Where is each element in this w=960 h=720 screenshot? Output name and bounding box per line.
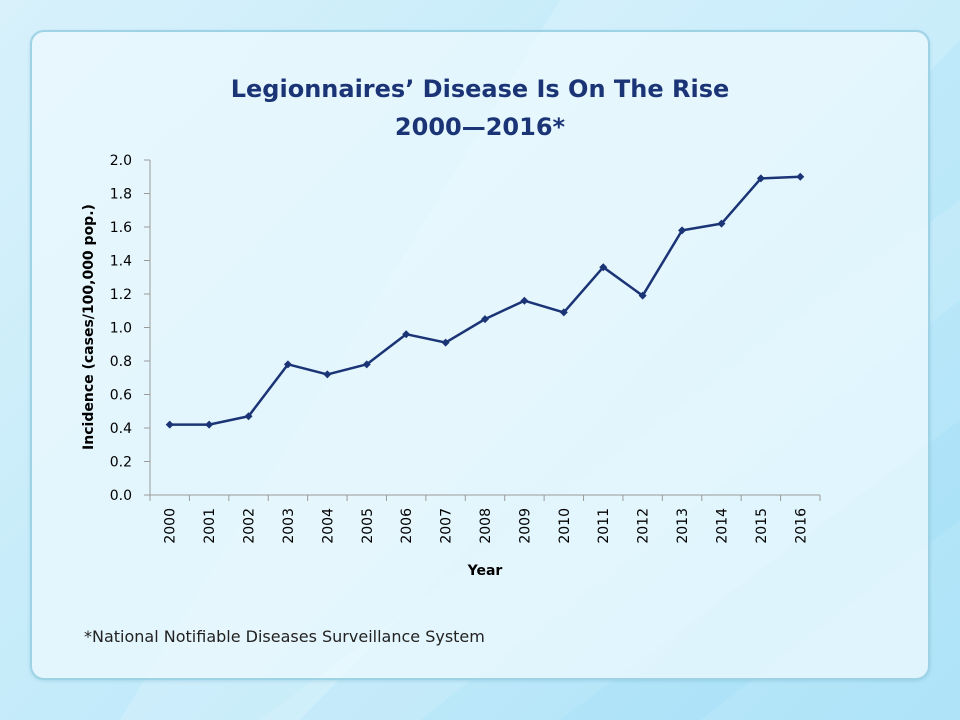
x-axis-label: Year	[467, 563, 503, 579]
data-point	[441, 338, 450, 347]
y-axis-ticks: 0.0 0.2 0.4 0.6 0.8 1.0 1.2 1.4 1.6 1.8 2.0	[110, 153, 150, 504]
data-point	[481, 315, 489, 324]
x-tick-label: 2005	[360, 508, 376, 544]
data-point	[323, 370, 332, 379]
data-point	[638, 291, 647, 300]
y-tick-label: 0.8	[110, 354, 132, 370]
data-point	[599, 263, 608, 272]
x-tick-label: 2013	[675, 508, 691, 544]
x-tick-label: 2004	[320, 508, 336, 544]
chart-title: Legionnaires’ Disease Is On The Rise	[230, 75, 730, 103]
y-tick-label: 0.2	[110, 455, 132, 471]
chart-axes	[149, 160, 820, 496]
series-line	[169, 175, 801, 426]
x-tick-label: 2003	[281, 508, 297, 544]
x-tick-label: 2002	[242, 508, 258, 544]
data-point	[520, 296, 529, 305]
x-tick-label: 2006	[399, 508, 415, 544]
x-tick-label: 2008	[478, 508, 494, 544]
data-point	[402, 330, 411, 339]
x-tick-label: 2014	[714, 508, 730, 544]
x-axis-ticks: 2000 2001 2002 2003 2004 2005 2006 2007 2008 2009…	[149, 495, 821, 544]
y-tick-label: 1.8	[110, 187, 132, 203]
y-tick-label: 2.0	[110, 153, 132, 169]
data-point	[678, 226, 687, 235]
y-tick-label: 0.6	[110, 388, 132, 404]
data-point	[244, 412, 253, 421]
data-point	[717, 219, 726, 228]
x-tick-label: 2011	[596, 508, 612, 544]
data-point	[205, 420, 214, 429]
y-tick-label: 0.4	[110, 421, 132, 437]
x-tick-label: 2010	[557, 508, 573, 544]
chart-subtitle: 2000—2016*	[394, 113, 566, 141]
y-tick-label: 1.0	[110, 321, 132, 337]
y-tick-label: 1.6	[110, 220, 132, 236]
series-group	[165, 172, 805, 429]
x-tick-label: 2001	[202, 508, 218, 544]
x-tick-label: 2009	[517, 508, 533, 544]
slide-panel	[30, 30, 930, 680]
x-tick-label: 2015	[754, 508, 770, 544]
data-point	[796, 172, 805, 181]
x-tick-label: 2016	[793, 508, 809, 544]
x-tick-label: 2007	[439, 508, 455, 544]
data-point	[283, 360, 292, 369]
data-point	[165, 420, 174, 429]
y-tick-label: 1.4	[110, 254, 132, 270]
data-point	[559, 308, 568, 317]
data-point	[362, 360, 371, 369]
y-tick-label: 1.2	[110, 287, 132, 303]
data-point	[756, 174, 765, 183]
x-tick-label: 2012	[636, 508, 652, 544]
y-tick-label: 0.0	[110, 488, 132, 504]
footnote: *National Notifiable Diseases Surveillan…	[84, 627, 485, 646]
y-axis-label: Incidence (cases/100,000 pop.)	[81, 204, 97, 450]
x-tick-label: 2000	[163, 508, 179, 544]
